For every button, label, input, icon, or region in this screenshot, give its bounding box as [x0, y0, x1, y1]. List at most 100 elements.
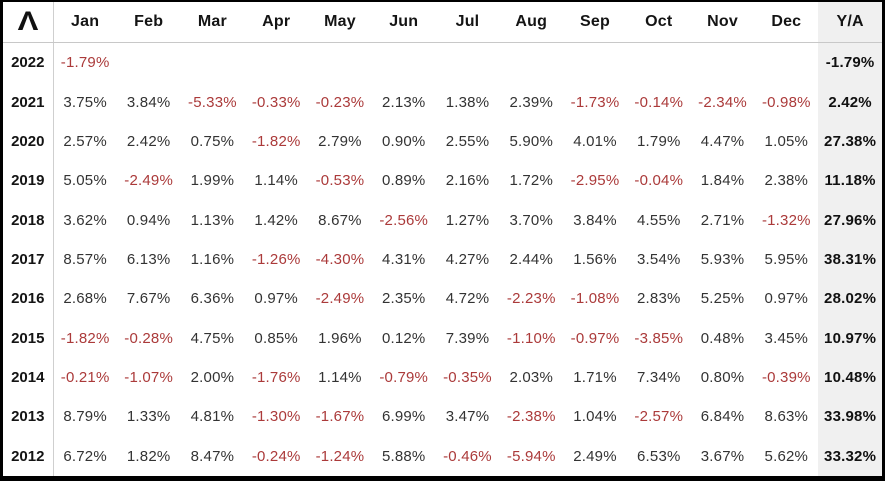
return-cell-mar: 6.36% [190, 290, 235, 308]
return-cell-dec: -1.32% [761, 211, 811, 229]
return-cell-jul: 7.39% [445, 329, 490, 347]
return-cell-nov: 0.48% [700, 329, 745, 347]
return-cell-apr: -0.24% [251, 447, 301, 465]
return-cell-mar: 0.75% [190, 133, 235, 151]
year-label: 2016 [3, 279, 54, 319]
return-cell-may: 1.14% [318, 369, 362, 387]
return-cell-mar: 1.16% [190, 251, 235, 269]
logo-caret-icon: Λ [17, 6, 39, 37]
return-cell-nov: 1.84% [700, 172, 745, 190]
return-cell-mar: 4.81% [190, 408, 235, 426]
return-cell-dec: -0.39% [761, 369, 811, 387]
return-cell-aug: 2.03% [509, 369, 554, 387]
return-cell-feb: 7.67% [126, 290, 171, 308]
return-cell-jun: -2.56% [379, 211, 429, 229]
return-cell-may: -0.23% [315, 93, 365, 111]
return-cell-jun: 0.89% [381, 172, 426, 190]
return-cell-oct: 4.55% [637, 211, 681, 229]
return-cell-sep: 1.71% [573, 369, 617, 387]
return-cell-sep: 1.56% [573, 251, 617, 269]
return-cell-apr: 1.14% [254, 172, 298, 190]
return-cell-jan: 6.72% [63, 447, 107, 465]
return-cell-jun [372, 42, 436, 83]
table-row: 2012 6.72% 1.82% 8.47% -0.24% -1.24% 5.88% -0.4… [3, 436, 882, 476]
return-cell-jul: 1.27% [445, 211, 490, 229]
return-cell-feb: 0.94% [126, 211, 171, 229]
annual-header: Y/A [818, 2, 882, 43]
return-cell-dec: 0.97% [764, 290, 809, 308]
return-cell-jun: 6.99% [381, 408, 426, 426]
return-cell-jan: 2.68% [63, 290, 107, 308]
return-cell-jan: -0.21% [60, 369, 110, 387]
return-cell-dec: 5.95% [764, 251, 809, 269]
annual-return-cell: 27.96% [818, 200, 882, 240]
annual-return-cell: 10.48% [818, 357, 882, 398]
return-cell-oct: 2.83% [637, 290, 681, 308]
return-cell-may: -2.49% [315, 290, 365, 308]
return-cell-may: 2.79% [318, 133, 362, 151]
return-cell-jan: 8.57% [63, 251, 107, 269]
return-cell-feb: 3.84% [126, 93, 171, 111]
return-cell-mar: 1.13% [190, 211, 235, 229]
return-cell-may: -1.24% [315, 447, 365, 465]
return-cell-sep: -2.95% [570, 172, 620, 190]
return-cell-feb: 1.82% [126, 447, 171, 465]
return-cell-jul: 2.16% [445, 172, 490, 190]
return-cell-jan: -1.79% [60, 54, 110, 71]
return-cell-may: -0.53% [315, 172, 365, 190]
return-cell-jun: 5.88% [381, 447, 426, 465]
table-row: 2015 -1.82% -0.28% 4.75% 0.85% 1.96% 0.12% 7.39… [3, 318, 882, 358]
return-cell-oct: -3.85% [634, 329, 684, 347]
return-cell-nov: 6.84% [700, 408, 745, 426]
return-cell-oct: 6.53% [637, 447, 681, 465]
return-cell-aug: 2.44% [509, 251, 554, 269]
return-cell-feb: -2.49% [124, 172, 174, 190]
annual-return-cell: 11.18% [818, 161, 882, 201]
return-cell-jun: 2.35% [381, 290, 426, 308]
return-cell-oct: 3.54% [637, 251, 681, 269]
return-cell-sep: 2.49% [573, 447, 617, 465]
year-label: 2012 [3, 436, 54, 476]
month-header-may: May [308, 2, 372, 43]
year-label: 2021 [3, 82, 54, 122]
month-header-apr: Apr [244, 2, 309, 43]
table-row: 2018 3.62% 0.94% 1.13% 1.42% 8.67% -2.56% 1.27%… [3, 200, 882, 240]
return-cell-dec: -0.98% [761, 93, 811, 111]
month-header-jul: Jul [435, 2, 500, 43]
return-cell-jul: 1.38% [445, 93, 490, 111]
year-label: 2017 [3, 239, 54, 280]
month-header-sep: Sep [563, 2, 627, 43]
return-cell-jan: 2.57% [63, 133, 107, 151]
return-cell-feb: 2.42% [126, 133, 171, 151]
return-cell-apr: -1.76% [251, 369, 301, 387]
return-cell-jul: -0.46% [443, 447, 492, 465]
month-header-feb: Feb [116, 2, 181, 43]
table-row: 2022 -1.79% -1.79% [3, 42, 882, 83]
return-cell-sep: 4.01% [573, 133, 617, 151]
return-cell-may: 1.96% [318, 329, 362, 347]
month-header-mar: Mar [180, 2, 245, 43]
return-cell-oct: -2.57% [634, 408, 684, 426]
return-cell-jul: 4.27% [445, 251, 490, 269]
return-cell-aug: -1.10% [506, 329, 556, 347]
return-cell-oct [627, 42, 691, 83]
year-label: 2019 [3, 161, 54, 201]
return-cell-jan: 3.75% [63, 93, 107, 111]
return-cell-aug: 2.39% [509, 93, 554, 111]
return-cell-aug: -5.94% [506, 447, 556, 465]
return-cell-may: -4.30% [315, 251, 365, 269]
logo-cell[interactable]: Λ [3, 2, 54, 43]
return-cell-apr: -1.30% [251, 408, 301, 426]
table-row: 2021 3.75% 3.84% -5.33% -0.33% -0.23% 2.13% 1.3… [3, 82, 882, 122]
month-header-aug: Aug [499, 2, 564, 43]
return-cell-mar: 2.00% [190, 369, 235, 387]
return-cell-jun: -0.79% [379, 369, 429, 387]
returns-table: Λ Jan Feb Mar Apr May Jun Jul Aug Sep Oct Nov Dec Y/A… [3, 2, 882, 476]
return-cell-apr: -1.82% [251, 133, 301, 151]
return-cell-jul: 2.55% [445, 133, 490, 151]
return-cell-nov: 0.80% [700, 369, 745, 387]
return-cell-mar: 8.47% [190, 447, 235, 465]
return-cell-dec: 3.45% [764, 329, 809, 347]
return-cell-may: -1.67% [315, 408, 365, 426]
